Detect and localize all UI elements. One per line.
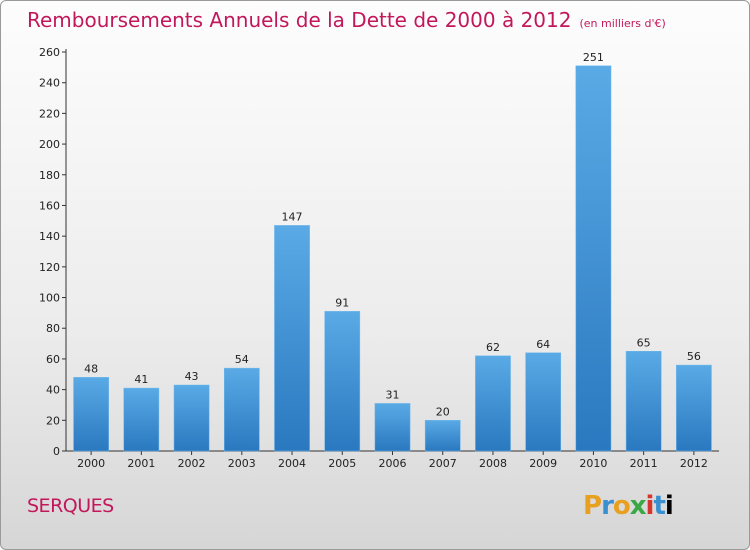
y-tick-label: 60 bbox=[46, 353, 60, 366]
data-label-2000: 48 bbox=[84, 362, 98, 375]
x-tick-label-2003: 2003 bbox=[228, 457, 256, 470]
data-label-2005: 91 bbox=[335, 296, 349, 309]
y-tick-label: 0 bbox=[53, 445, 60, 458]
data-label-2004: 147 bbox=[282, 210, 303, 223]
x-tick-label-2004: 2004 bbox=[278, 457, 306, 470]
x-tick-label-2006: 2006 bbox=[379, 457, 407, 470]
data-label-2009: 64 bbox=[536, 338, 550, 351]
commune-name: SERQUES bbox=[27, 495, 114, 517]
bar-2004 bbox=[274, 225, 310, 452]
x-axis: 2000 2001 2002 2003 2004 2005 2006 2007 2008 2009… bbox=[66, 450, 719, 470]
y-tick-label: 200 bbox=[39, 138, 60, 151]
data-label-2007: 20 bbox=[436, 405, 450, 418]
bar-2012 bbox=[676, 364, 712, 452]
x-tick-label-2005: 2005 bbox=[328, 457, 356, 470]
bar-2007 bbox=[424, 420, 461, 452]
data-label-2006: 31 bbox=[386, 388, 400, 401]
x-tick-label-2008: 2008 bbox=[479, 457, 507, 470]
bar-2011 bbox=[625, 351, 662, 452]
y-tick-label: 120 bbox=[39, 261, 60, 274]
x-tick-label-2010: 2010 bbox=[579, 457, 607, 470]
bar-2002 bbox=[173, 384, 210, 452]
y-tick-label: 100 bbox=[39, 292, 60, 305]
data-label-2010: 251 bbox=[583, 51, 604, 64]
y-tick-label: 20 bbox=[46, 414, 60, 427]
bar-2009 bbox=[525, 352, 562, 452]
y-tick-label: 180 bbox=[39, 169, 60, 182]
x-tick-label-2001: 2001 bbox=[127, 457, 155, 470]
y-tick-label: 80 bbox=[46, 322, 60, 335]
chart-title: Remboursements Annuels de la Dette de 20… bbox=[27, 8, 666, 32]
y-tick-label: 240 bbox=[39, 77, 60, 90]
x-tick-label-2007: 2007 bbox=[429, 457, 457, 470]
data-label-2008: 62 bbox=[486, 341, 500, 354]
x-tick-label-2011: 2011 bbox=[630, 457, 658, 470]
data-label-2012: 56 bbox=[687, 350, 701, 363]
bar-2005 bbox=[324, 311, 361, 452]
bar-2008 bbox=[475, 355, 511, 452]
bar-2010 bbox=[575, 65, 612, 452]
bar-2001 bbox=[123, 387, 160, 452]
x-tick-label-2000: 2000 bbox=[77, 457, 105, 470]
bar-2000 bbox=[73, 377, 109, 452]
y-tick-label: 160 bbox=[39, 199, 60, 212]
x-tick-label-2002: 2002 bbox=[178, 457, 206, 470]
data-label-2011: 65 bbox=[637, 336, 651, 349]
y-tick-label: 260 bbox=[39, 46, 60, 59]
bars bbox=[73, 65, 712, 452]
data-label-2003: 54 bbox=[235, 353, 249, 366]
data-labels: 48 41 43 54 147 91 31 20 62 64 251 65 56 bbox=[84, 51, 701, 418]
data-label-2001: 41 bbox=[134, 373, 148, 386]
data-label-2002: 43 bbox=[185, 370, 199, 383]
unit-label: (en milliers d'€) bbox=[579, 17, 666, 30]
y-tick-label: 40 bbox=[46, 384, 60, 397]
proxiti-logo: Proxiti bbox=[583, 491, 674, 521]
bar-2003 bbox=[223, 367, 260, 452]
bar-2006 bbox=[374, 403, 411, 452]
x-tick-label-2009: 2009 bbox=[529, 457, 557, 470]
y-tick-label: 140 bbox=[39, 230, 60, 243]
y-tick-label: 220 bbox=[39, 107, 60, 120]
x-tick-label-2012: 2012 bbox=[680, 457, 708, 470]
y-axis: 0 20 40 60 80 100 120 140 160 180 200 220 240 260 bbox=[39, 46, 67, 458]
